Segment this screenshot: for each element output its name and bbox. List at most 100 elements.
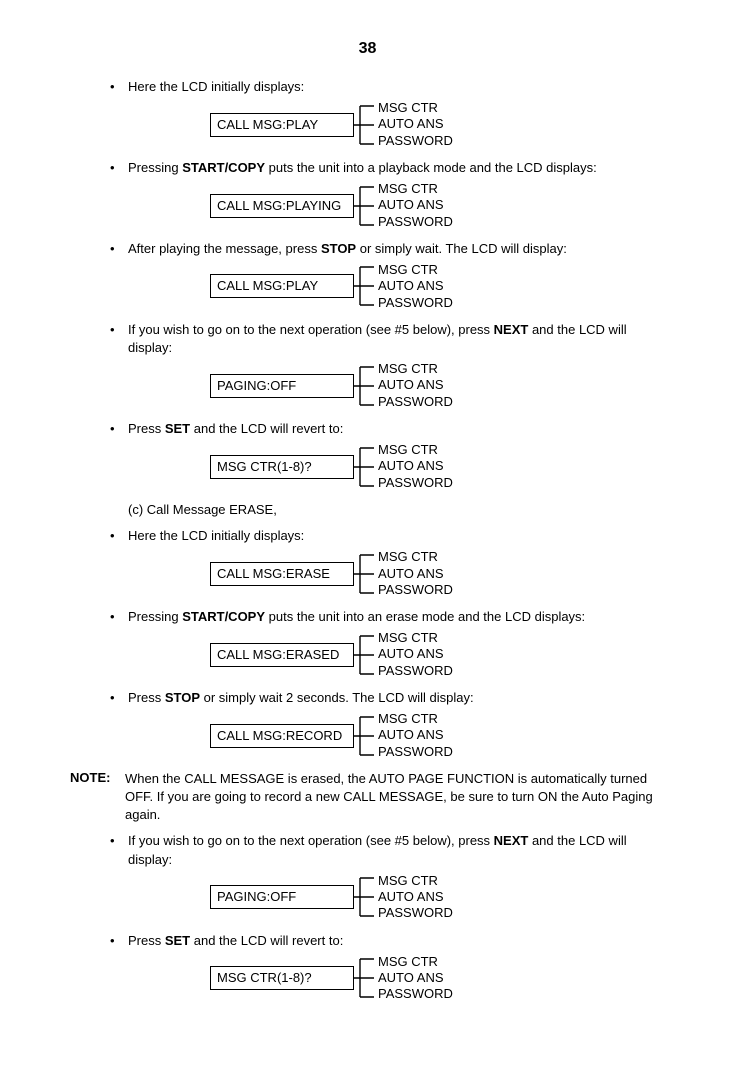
bullet-item: •If you wish to go on to the next operat… [110,321,665,357]
bracket-label: MSG CTR [378,630,453,646]
lcd-display-block: CALL MSG:PLAY MSG CTRAUTO ANSPASSWORD [210,100,665,149]
bullet-item: •Press SET and the LCD will revert to: [110,932,665,950]
bracket-icon [354,873,376,921]
bracket-labels: MSG CTRAUTO ANSPASSWORD [378,873,453,922]
sub-item: (c) Call Message ERASE, [128,501,665,519]
bracket-label: PASSWORD [378,295,453,311]
bullet-item: •After playing the message, press STOP o… [110,240,665,258]
bullet-item: •Pressing START/COPY puts the unit into … [110,608,665,626]
bracket-label: AUTO ANS [378,278,453,294]
bold-keyword: NEXT [494,322,529,337]
text-segment: Press [128,933,165,948]
bold-keyword: START/COPY [182,160,265,175]
bullet-text: If you wish to go on to the next operati… [128,832,665,868]
bracket-labels: MSG CTRAUTO ANSPASSWORD [378,549,453,598]
bullet-text: Here the LCD initially displays: [128,78,665,96]
bracket-icon [354,362,376,410]
bracket-label: MSG CTR [378,181,453,197]
bracket-label: AUTO ANS [378,197,453,213]
note-label: NOTE: [70,770,125,785]
bullet-text: Here the LCD initially displays: [128,527,665,545]
text-segment: puts the unit into a playback mode and t… [265,160,597,175]
bracket-label: MSG CTR [378,262,453,278]
bold-keyword: NEXT [494,833,529,848]
lcd-display-block: MSG CTR(1-8)? MSG CTRAUTO ANSPASSWORD [210,954,665,1003]
note-block: NOTE:When the CALL MESSAGE is erased, th… [70,770,665,825]
text-segment: and the LCD will revert to: [190,933,343,948]
bracket-label: AUTO ANS [378,889,453,905]
bold-keyword: SET [165,421,190,436]
bullet-item: •Here the LCD initially displays: [110,78,665,96]
bracket-label: AUTO ANS [378,458,453,474]
bracket-label: MSG CTR [378,100,453,116]
bracket-label: MSG CTR [378,361,453,377]
bullet-text: Press STOP or simply wait 2 seconds. The… [128,689,665,707]
lcd-display-block: MSG CTR(1-8)?MSG CTRAUTO ANSPASSWORD [210,442,665,491]
lcd-display-block: CALL MSG:RECORDMSG CTRAUTO ANSPASSWORD [210,711,665,760]
bullet-item: •Press STOP or simply wait 2 seconds. Th… [110,689,665,707]
bracket-labels: MSG CTRAUTO ANSPASSWORD [378,442,453,491]
bullet-item: •Press SET and the LCD will revert to: [110,420,665,438]
text-segment: After playing the message, press [128,241,321,256]
bullet-text: Press SET and the LCD will revert to: [128,932,665,950]
bracket-label: PASSWORD [378,582,453,598]
bracket-labels: MSG CTRAUTO ANSPASSWORD [378,361,453,410]
lcd-display-block: CALL MSG:ERASED MSG CTRAUTO ANSPASSWORD [210,630,665,679]
bracket-label: AUTO ANS [378,377,453,393]
lcd-box: MSG CTR(1-8)? [210,966,354,990]
bracket-label: PASSWORD [378,133,453,149]
lcd-box: PAGING:OFF [210,885,354,909]
bracket-icon [354,101,376,149]
bullet-text: After playing the message, press STOP or… [128,240,665,258]
text-segment: If you wish to go on to the next operati… [128,322,494,337]
text-segment: Here the LCD initially displays: [128,79,304,94]
bullet-item: •If you wish to go on to the next operat… [110,832,665,868]
bracket-labels: MSG CTRAUTO ANSPASSWORD [378,181,453,230]
bullet-marker: • [110,240,128,258]
bullet-text: If you wish to go on to the next operati… [128,321,665,357]
bracket-icon [354,631,376,679]
bullet-text: Pressing START/COPY puts the unit into a… [128,608,665,626]
bracket-labels: MSG CTRAUTO ANSPASSWORD [378,100,453,149]
bold-keyword: STOP [321,241,356,256]
bracket-icon [354,182,376,230]
lcd-display-block: CALL MSG:PLAY MSG CTRAUTO ANSPASSWORD [210,262,665,311]
bracket-icon [354,550,376,598]
bracket-label: PASSWORD [378,986,453,1002]
lcd-box: CALL MSG:RECORD [210,724,354,748]
bracket-label: MSG CTR [378,873,453,889]
bracket-label: AUTO ANS [378,727,453,743]
bullet-marker: • [110,932,128,950]
bullet-marker: • [110,527,128,545]
bullet-item: •Here the LCD initially displays: [110,527,665,545]
text-segment: Pressing [128,609,182,624]
bold-keyword: START/COPY [182,609,265,624]
lcd-display-block: CALL MSG:PLAYING MSG CTRAUTO ANSPASSWORD [210,181,665,230]
bracket-label: MSG CTR [378,442,453,458]
lcd-box: CALL MSG:PLAY [210,274,354,298]
bold-keyword: SET [165,933,190,948]
lcd-box: CALL MSG:PLAY [210,113,354,137]
bracket-label: PASSWORD [378,394,453,410]
bracket-icon [354,443,376,491]
page-number: 38 [40,40,695,58]
bracket-icon [354,712,376,760]
bracket-label: AUTO ANS [378,970,453,986]
text-segment: or simply wait. The LCD will display: [356,241,567,256]
text-segment: puts the unit into an erase mode and the… [265,609,585,624]
text-segment: Here the LCD initially displays: [128,528,304,543]
lcd-box: CALL MSG:ERASED [210,643,354,667]
lcd-box: PAGING:OFF [210,374,354,398]
bullet-marker: • [110,832,128,850]
text-segment: Press [128,690,165,705]
bracket-label: AUTO ANS [378,566,453,582]
bullet-marker: • [110,78,128,96]
lcd-box: CALL MSG:PLAYING [210,194,354,218]
bracket-labels: MSG CTRAUTO ANSPASSWORD [378,954,453,1003]
lcd-display-block: PAGING:OFF MSG CTRAUTO ANSPASSWORD [210,361,665,410]
bracket-label: PASSWORD [378,744,453,760]
bracket-labels: MSG CTRAUTO ANSPASSWORD [378,630,453,679]
text-segment: or simply wait 2 seconds. The LCD will d… [200,690,474,705]
bullet-text: Press SET and the LCD will revert to: [128,420,665,438]
text-segment: and the LCD will revert to: [190,421,343,436]
